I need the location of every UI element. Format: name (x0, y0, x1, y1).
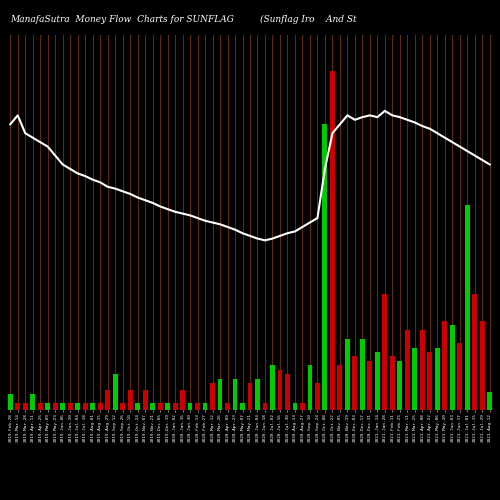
Bar (442, 320, 447, 410)
Bar (480, 320, 484, 410)
Bar (165, 403, 170, 410)
Bar (218, 379, 222, 410)
Bar (338, 366, 342, 410)
Bar (285, 374, 290, 410)
Bar (465, 204, 469, 410)
Bar (248, 383, 252, 410)
Bar (150, 403, 155, 410)
Text: ManafaSutra  Money Flow  Charts for SUNFLAG: ManafaSutra Money Flow Charts for SUNFLA… (10, 15, 234, 24)
Bar (23, 403, 28, 410)
Bar (128, 390, 132, 410)
Bar (240, 403, 245, 410)
Bar (38, 403, 42, 410)
Bar (225, 403, 230, 410)
Bar (82, 403, 87, 410)
Bar (405, 330, 410, 410)
Bar (60, 403, 65, 410)
Bar (412, 348, 418, 410)
Bar (375, 352, 380, 410)
Bar (315, 383, 320, 410)
Bar (120, 403, 125, 410)
Bar (112, 374, 117, 410)
Bar (30, 394, 35, 410)
Text: (Sunflag Iro    And St: (Sunflag Iro And St (260, 15, 356, 24)
Bar (428, 352, 432, 410)
Bar (180, 390, 185, 410)
Bar (420, 330, 425, 410)
Bar (322, 124, 328, 410)
Bar (142, 390, 148, 410)
Bar (382, 294, 388, 410)
Bar (308, 366, 312, 410)
Bar (172, 403, 178, 410)
Bar (458, 343, 462, 410)
Bar (368, 361, 372, 410)
Bar (270, 366, 275, 410)
Bar (345, 338, 350, 410)
Bar (450, 325, 454, 410)
Bar (398, 361, 402, 410)
Bar (188, 403, 192, 410)
Bar (158, 403, 162, 410)
Bar (46, 403, 50, 410)
Bar (75, 403, 80, 410)
Bar (435, 348, 440, 410)
Bar (53, 403, 58, 410)
Bar (352, 356, 358, 410)
Bar (360, 338, 365, 410)
Bar (195, 403, 200, 410)
Bar (300, 403, 305, 410)
Bar (105, 390, 110, 410)
Bar (98, 403, 102, 410)
Bar (202, 403, 207, 410)
Bar (135, 403, 140, 410)
Bar (472, 294, 477, 410)
Bar (488, 392, 492, 410)
Bar (8, 394, 12, 410)
Bar (210, 383, 215, 410)
Bar (68, 403, 72, 410)
Bar (330, 70, 335, 410)
Bar (16, 403, 20, 410)
Bar (390, 356, 395, 410)
Bar (278, 370, 282, 410)
Bar (90, 403, 95, 410)
Bar (262, 403, 268, 410)
Bar (255, 379, 260, 410)
Bar (232, 379, 237, 410)
Bar (292, 403, 298, 410)
